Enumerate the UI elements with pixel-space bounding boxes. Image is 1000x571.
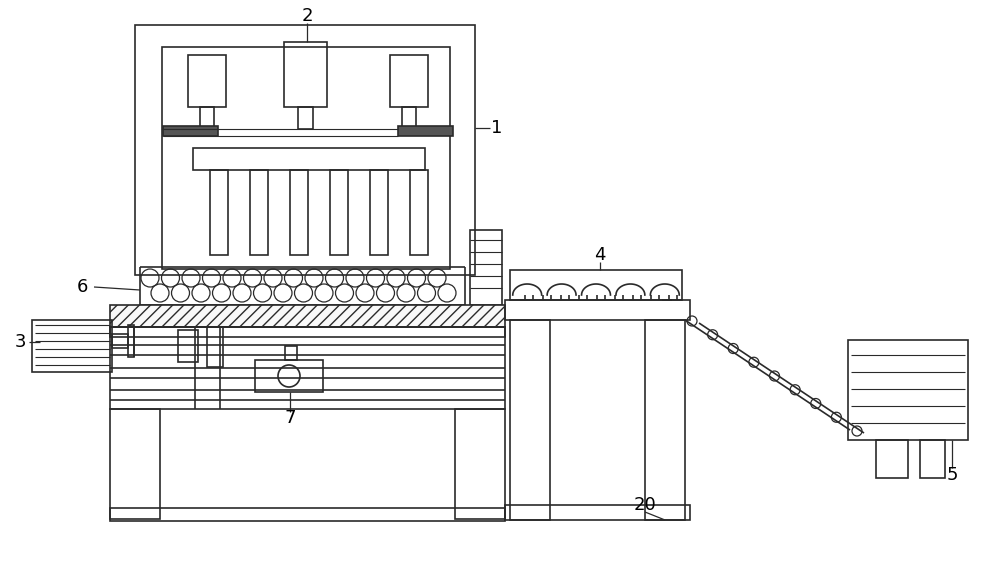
Bar (390, 55, 428, 107)
Bar (285, 346, 297, 360)
Bar (398, 126, 453, 136)
Bar (410, 170, 428, 255)
Bar (510, 270, 682, 300)
Bar (455, 409, 505, 519)
Bar (110, 327, 505, 409)
Bar (207, 327, 223, 367)
Bar (110, 305, 505, 327)
Bar (470, 230, 502, 305)
Bar (402, 107, 416, 129)
Bar (128, 325, 134, 357)
Bar (188, 55, 226, 107)
Bar (920, 440, 945, 478)
Bar (505, 505, 690, 520)
Bar (110, 327, 505, 337)
Bar (200, 107, 214, 129)
Bar (255, 360, 323, 392)
Text: 7: 7 (284, 409, 296, 427)
Bar (135, 25, 475, 275)
Bar (110, 409, 160, 519)
Text: 1: 1 (491, 119, 503, 137)
Bar (110, 508, 505, 521)
Text: 3: 3 (14, 333, 26, 351)
Text: 4: 4 (594, 246, 606, 264)
Bar (505, 300, 690, 320)
Bar (876, 440, 908, 478)
Text: 2: 2 (301, 7, 313, 25)
Bar (645, 320, 685, 520)
Bar (250, 170, 268, 255)
Bar (32, 320, 112, 372)
Bar (193, 148, 425, 170)
Bar (290, 170, 308, 255)
Text: 6: 6 (76, 278, 88, 296)
Bar (510, 320, 550, 520)
Bar (112, 334, 128, 348)
Bar (163, 126, 218, 136)
Bar (210, 170, 228, 255)
Bar (848, 340, 968, 440)
Bar (162, 47, 450, 269)
Text: 20: 20 (634, 496, 656, 514)
Bar (298, 107, 313, 129)
Bar (330, 170, 348, 255)
Bar (178, 330, 198, 362)
Bar (284, 42, 327, 107)
Bar (370, 170, 388, 255)
Text: 5: 5 (946, 466, 958, 484)
